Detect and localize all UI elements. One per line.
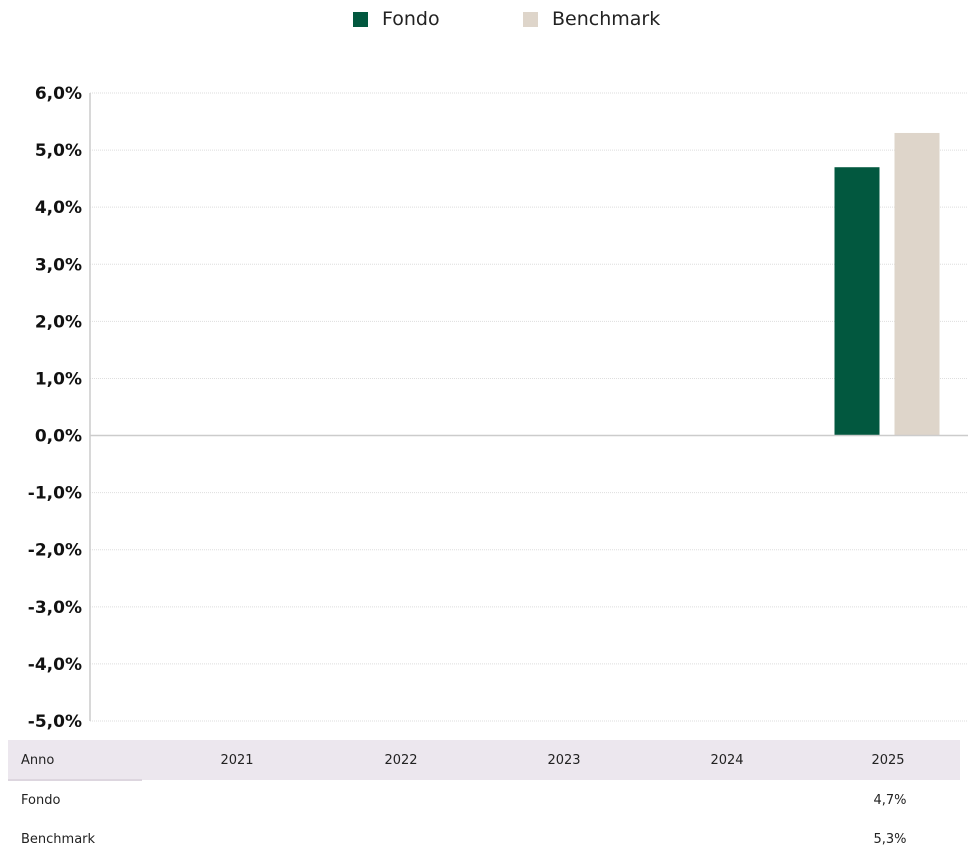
bar-benchmark-2025 <box>894 132 940 436</box>
y-tick-label: 5,0% <box>35 141 82 161</box>
table-header-year: 2024 <box>710 753 744 768</box>
y-tick-label: 6,0% <box>35 84 82 104</box>
table-cell: 4,7% <box>873 793 907 808</box>
legend: Fondo Benchmark <box>0 8 968 32</box>
table-header-row <box>8 740 960 780</box>
y-tick-label: -2,0% <box>28 541 82 561</box>
y-tick-label: 4,0% <box>35 198 82 218</box>
y-tick-label: -5,0% <box>28 712 82 730</box>
y-tick-label: 1,0% <box>35 369 82 389</box>
table-cell: 5,3% <box>873 832 907 847</box>
y-tick-label: 2,0% <box>35 312 82 332</box>
legend-item-benchmark[interactable]: Benchmark <box>523 8 660 30</box>
legend-label-fondo: Fondo <box>382 8 440 30</box>
y-tick-label: 0,0% <box>35 427 82 447</box>
bar-chart: 6,0% 5,0% 4,0% 3,0% 2,0% 1,0% 0,0% -1,0% -2,0% -3… <box>28 84 968 730</box>
legend-label-benchmark: Benchmark <box>552 8 661 30</box>
header-underline <box>8 779 142 781</box>
table-header-year: 2021 <box>220 753 254 768</box>
table-row-label: Benchmark <box>21 832 96 847</box>
table-header-label: Anno <box>21 753 55 768</box>
table-row-label: Fondo <box>21 793 61 808</box>
legend-swatch-fondo <box>353 11 368 27</box>
legend-item-fondo[interactable]: Fondo <box>353 8 440 30</box>
y-tick-label: -4,0% <box>28 655 82 675</box>
y-tick-label: -3,0% <box>28 598 82 618</box>
legend-swatch-benchmark <box>523 11 538 27</box>
table-header-year: 2025 <box>871 753 905 768</box>
table-header-year: 2022 <box>384 753 418 768</box>
table-header-year: 2023 <box>547 753 581 768</box>
y-tick-label: -1,0% <box>28 484 82 504</box>
y-tick-label: 3,0% <box>35 255 82 275</box>
bar-fondo-2025 <box>834 167 880 436</box>
